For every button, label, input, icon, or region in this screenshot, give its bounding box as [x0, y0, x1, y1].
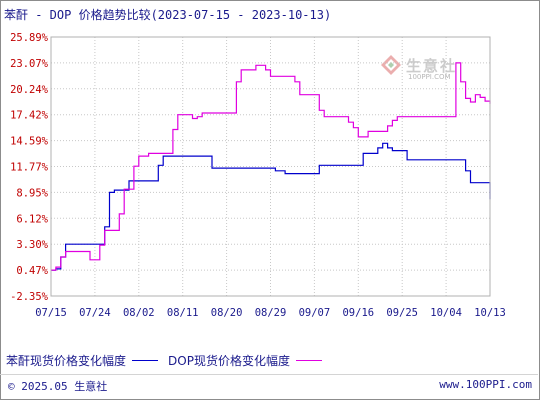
x-tick-label: 09/25 — [386, 307, 418, 319]
watermark-url: 100PPI.COM — [408, 73, 451, 81]
y-tick-label: 20.24% — [10, 84, 49, 96]
y-tick-label: 6.12% — [16, 213, 48, 225]
y-tick-label: 14.59% — [10, 136, 49, 148]
chart-axes — [50, 36, 491, 297]
y-tick-label: 23.07% — [10, 58, 49, 70]
site-link[interactable]: www.100PPI.com — [439, 378, 532, 391]
watermark-brand: 生意社 — [406, 56, 458, 75]
legend: 苯酐现货价格变化幅度 DOP现货价格变化幅度 — [6, 352, 332, 369]
x-tick-label: 08/11 — [167, 307, 199, 319]
series-line — [51, 62, 491, 271]
y-tick-label: 8.95% — [16, 187, 48, 199]
x-tick-label: 09/16 — [342, 307, 374, 319]
legend-label: DOP现货价格变化幅度 — [168, 354, 290, 368]
legend-label: 苯酐现货价格变化幅度 — [6, 354, 127, 368]
plot-border — [50, 36, 491, 297]
x-tick-label: 10/04 — [430, 307, 462, 319]
copyright-text: © 2025.05 生意社 — [8, 380, 108, 393]
legend-swatch — [132, 360, 159, 361]
chart-title: 苯酐 - DOP 价格趋势比较(2023-07-15 - 2023-10-13) — [4, 8, 332, 22]
diamond-logo-icon — [381, 55, 401, 75]
x-tick-label: 08/02 — [123, 307, 155, 319]
x-tick-label: 10/13 — [474, 307, 506, 319]
x-tick-label: 07/24 — [79, 307, 111, 319]
y-tick-label: 3.30% — [16, 239, 48, 251]
footer: © 2025.05 生意社 www.100PPI.com — [8, 378, 532, 394]
y-tick-label: 17.42% — [10, 110, 49, 122]
y-tick-label: 11.77% — [10, 162, 49, 174]
legend-swatch — [295, 360, 322, 361]
legend-item: 苯酐现货价格变化幅度 — [6, 352, 159, 369]
x-tick-label: 08/29 — [255, 307, 287, 319]
x-tick-label: 07/15 — [35, 307, 67, 319]
y-axis-ticks: 25.89% 23.07% 20.24% 17.42% 14.59% 11.77% 8.95… — [10, 32, 49, 303]
watermark: 生意社 — [380, 54, 457, 76]
legend-item: DOP现货价格变化幅度 — [168, 352, 322, 369]
y-tick-label: 0.47% — [16, 265, 48, 277]
x-tick-label: 09/07 — [299, 307, 331, 319]
x-axis-ticks: 07/15 07/24 08/02 08/11 08/20 08/29 09/07 09/16… — [35, 307, 506, 319]
y-tick-label: -2.35% — [10, 291, 49, 303]
y-tick-label: 25.89% — [10, 32, 49, 44]
series-line — [51, 142, 491, 271]
footer-divider — [0, 374, 538, 375]
x-tick-label: 08/20 — [211, 307, 243, 319]
chart-series — [51, 62, 491, 271]
